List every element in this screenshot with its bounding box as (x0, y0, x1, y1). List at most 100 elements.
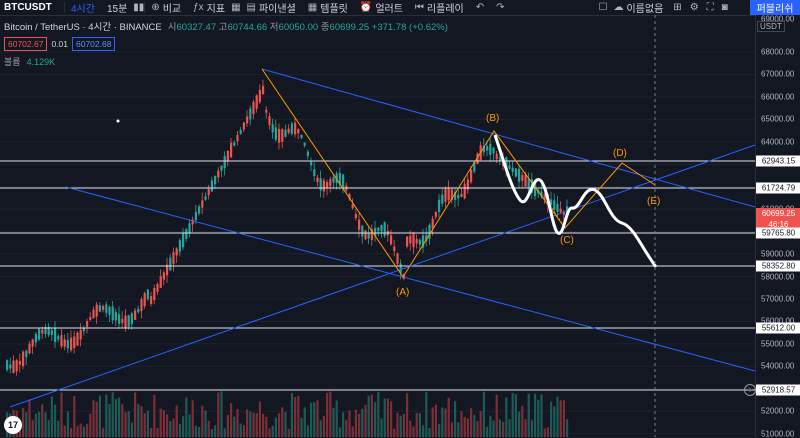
settings-gear-icon[interactable]: ⚙ (689, 2, 699, 13)
candle-body (18, 361, 21, 365)
volume-bar (185, 397, 188, 437)
candle-body (306, 151, 309, 156)
candle-body (470, 169, 473, 183)
candle-body (303, 142, 306, 146)
volume-bar (258, 401, 261, 437)
sell-price-button[interactable]: 60702.67 (4, 37, 48, 51)
candle-body (351, 204, 354, 209)
volume-bar (284, 411, 287, 437)
candle-body (278, 128, 281, 143)
undo-icon[interactable]: ↶ (475, 2, 485, 13)
volume-bar (450, 422, 453, 437)
currency-label[interactable]: USDT (757, 21, 785, 32)
candle-body (374, 227, 377, 236)
layout-name-button[interactable]: ☁ 이름없음 (607, 0, 669, 15)
volume-bar (562, 400, 565, 437)
candle-body (118, 314, 121, 324)
volume-bar (521, 405, 524, 437)
candle-body (543, 194, 546, 200)
candle-body (194, 211, 197, 221)
volume-bar (130, 422, 133, 437)
interval-4h-button[interactable]: 4시간 (71, 4, 95, 15)
candle-body (361, 225, 364, 237)
candle-body (518, 168, 521, 182)
volume-bar (566, 419, 569, 437)
volume-bar (380, 418, 383, 437)
candle-body (473, 162, 476, 172)
symbol-search-button[interactable]: BTCUSDT (4, 2, 52, 13)
volume-bar (514, 393, 517, 437)
publish-button[interactable]: 퍼블리쉬 (750, 0, 800, 15)
price-chart-canvas[interactable] (0, 15, 755, 437)
close-value: 60699.25 (329, 22, 370, 33)
candle-body (297, 128, 300, 134)
candle-body (76, 332, 79, 346)
camera-icon[interactable]: ◙ (721, 2, 728, 13)
layout-select-icon[interactable]: ☐ (598, 2, 608, 13)
candle-body (70, 337, 73, 351)
volume-bar (434, 404, 437, 437)
tradingview-logo[interactable]: 17 (4, 416, 22, 434)
candlestick-series (6, 79, 569, 376)
candle-body (153, 288, 156, 300)
candle-body (34, 333, 37, 343)
volume-bar (76, 425, 79, 437)
volume-bar (127, 411, 130, 437)
alert-button[interactable]: ⏰ 얼러트 (354, 0, 409, 15)
volume-bar (364, 404, 367, 437)
candle-body (326, 181, 329, 188)
volume-bar (297, 395, 300, 437)
volume-bar (495, 394, 498, 437)
volume-bar (134, 392, 137, 437)
price-tick: 67000.00 (761, 69, 795, 79)
candle-body (137, 308, 140, 313)
compare-button[interactable]: ⊕ 비교 (145, 0, 187, 15)
volume-bar (124, 412, 127, 437)
candle-body (130, 313, 133, 325)
high-value: 60744.66 (227, 22, 268, 33)
wave-label-d: (D) (613, 148, 627, 159)
plus-icon: ⊕ (151, 2, 160, 13)
fullscreen-icon[interactable]: ⛶ (706, 2, 714, 13)
price-tick: 57000.00 (761, 294, 795, 304)
volume-bar (476, 420, 479, 437)
templates-button[interactable]: ▦ 템플릿 (302, 0, 354, 15)
volume-bar (198, 427, 201, 437)
add-alert-plus-icon[interactable]: + (744, 384, 756, 396)
volume-bar (153, 394, 156, 437)
volume-bar (342, 412, 345, 437)
candle-body (364, 230, 367, 240)
candle-body (511, 167, 514, 173)
candle-body (159, 276, 162, 288)
candle-body (415, 239, 418, 244)
volume-bar (34, 413, 37, 437)
volume-bar (482, 391, 485, 437)
interval-15m-button[interactable]: 15분 (106, 4, 128, 15)
pair-title[interactable]: Bitcoin / TetherUS · 4시간 · BINANCE (4, 22, 162, 33)
price-tick: 54000.00 (761, 361, 795, 371)
grid-icon[interactable]: ⊞ (673, 2, 682, 13)
candle-type-icon[interactable]: ▮▮ (133, 2, 145, 13)
volume-bar (95, 401, 98, 437)
alarm-icon: ⏰ (359, 2, 373, 13)
financials-button[interactable]: ▤ 파이낸셜 (241, 0, 302, 15)
volume-bar (354, 409, 357, 437)
price-axis[interactable]: 68000.00 67000.00 66000.00 65000.00 64000.00… (755, 15, 800, 438)
redo-icon[interactable]: ↷ (496, 2, 505, 13)
volume-bar (105, 394, 108, 437)
volume-bar (114, 399, 117, 437)
buy-price-button[interactable]: 60702.68 (72, 37, 116, 51)
candle-body (428, 224, 431, 239)
indicators-button[interactable]: ƒx 지표 (187, 0, 231, 15)
candle-body (559, 208, 562, 213)
candle-body (185, 229, 188, 239)
volume-bar (31, 419, 34, 437)
volume-bar (226, 414, 229, 437)
top-toolbar: BTCUSDT 4시간 15분 ▮▮ ⊕ 비교 ƒx 지표 ▦ ▤ 파이낸셜 ▦ 템플릿… (0, 0, 800, 16)
volume-bar (556, 396, 559, 437)
replay-button[interactable]: ⏮ 리플레이 (409, 0, 470, 15)
candle-body (31, 339, 34, 347)
candle-body (191, 219, 194, 225)
volume-bar (207, 420, 210, 437)
layout-icon[interactable]: ▦ (231, 2, 241, 13)
